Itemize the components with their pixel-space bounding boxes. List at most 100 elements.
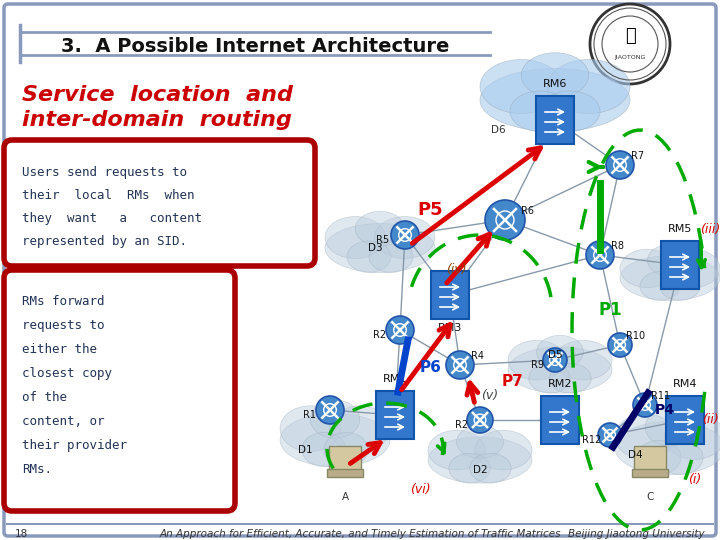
Text: requests to: requests to bbox=[22, 319, 104, 332]
Ellipse shape bbox=[325, 217, 385, 259]
Ellipse shape bbox=[280, 406, 341, 451]
Text: their provider: their provider bbox=[22, 439, 127, 452]
Ellipse shape bbox=[456, 426, 503, 458]
Ellipse shape bbox=[540, 91, 600, 132]
Text: An Approach for Efficient, Accurate, and Timely Estimation of Traffic Matrices: An Approach for Efficient, Accurate, and… bbox=[159, 529, 561, 539]
Text: 18: 18 bbox=[15, 529, 28, 539]
Circle shape bbox=[316, 396, 344, 424]
Text: R2: R2 bbox=[456, 420, 469, 430]
Text: R5: R5 bbox=[377, 235, 390, 245]
Text: R11: R11 bbox=[652, 391, 670, 401]
Text: Beijing Jiaotong University: Beijing Jiaotong University bbox=[568, 529, 705, 539]
Text: (i): (i) bbox=[688, 474, 701, 487]
Text: they  want   a   content: they want a content bbox=[22, 212, 202, 225]
Text: D4: D4 bbox=[628, 450, 642, 460]
Text: Users send requests to: Users send requests to bbox=[22, 166, 187, 179]
Text: inter-domain  routing: inter-domain routing bbox=[22, 110, 292, 130]
Ellipse shape bbox=[280, 414, 390, 467]
Ellipse shape bbox=[310, 400, 360, 438]
Text: D5: D5 bbox=[548, 350, 562, 360]
Ellipse shape bbox=[620, 255, 720, 300]
FancyBboxPatch shape bbox=[329, 446, 361, 470]
Ellipse shape bbox=[615, 414, 675, 460]
Ellipse shape bbox=[428, 430, 485, 470]
Ellipse shape bbox=[536, 335, 583, 368]
Text: P1: P1 bbox=[598, 301, 622, 319]
Ellipse shape bbox=[615, 421, 720, 475]
Ellipse shape bbox=[480, 59, 562, 113]
Ellipse shape bbox=[347, 241, 391, 273]
Text: R2: R2 bbox=[374, 330, 387, 340]
Text: (iv): (iv) bbox=[446, 264, 467, 276]
Text: 3.  A Possible Internet Architecture: 3. A Possible Internet Architecture bbox=[60, 37, 449, 56]
Ellipse shape bbox=[547, 59, 630, 113]
Circle shape bbox=[543, 348, 567, 372]
Text: P7: P7 bbox=[502, 375, 523, 389]
Text: D6: D6 bbox=[491, 125, 505, 135]
Circle shape bbox=[485, 200, 525, 240]
Ellipse shape bbox=[480, 69, 630, 132]
Ellipse shape bbox=[355, 211, 405, 246]
Circle shape bbox=[586, 241, 614, 269]
FancyBboxPatch shape bbox=[666, 396, 704, 444]
Text: R9: R9 bbox=[531, 360, 544, 370]
Text: R1: R1 bbox=[304, 410, 317, 420]
Text: D2: D2 bbox=[473, 465, 487, 475]
Ellipse shape bbox=[521, 53, 589, 98]
FancyBboxPatch shape bbox=[541, 396, 579, 444]
Ellipse shape bbox=[508, 347, 612, 393]
Circle shape bbox=[391, 221, 419, 249]
Circle shape bbox=[606, 151, 634, 179]
Ellipse shape bbox=[665, 414, 720, 460]
Text: A: A bbox=[341, 492, 348, 502]
Ellipse shape bbox=[449, 454, 490, 483]
Text: RM5: RM5 bbox=[668, 224, 692, 234]
Ellipse shape bbox=[330, 406, 390, 451]
FancyBboxPatch shape bbox=[4, 4, 716, 536]
Ellipse shape bbox=[302, 433, 346, 467]
Text: JIAOTONG: JIAOTONG bbox=[614, 56, 646, 60]
Circle shape bbox=[598, 423, 622, 447]
Text: C: C bbox=[647, 492, 654, 502]
Text: RMs forward: RMs forward bbox=[22, 295, 104, 308]
Text: (v): (v) bbox=[482, 388, 498, 402]
Ellipse shape bbox=[645, 408, 695, 446]
Circle shape bbox=[633, 393, 657, 417]
FancyBboxPatch shape bbox=[327, 469, 363, 477]
Text: Service  location  and: Service location and bbox=[22, 85, 293, 105]
Text: (ii): (ii) bbox=[701, 414, 719, 427]
Text: P6: P6 bbox=[420, 361, 442, 375]
Ellipse shape bbox=[620, 249, 675, 288]
Circle shape bbox=[608, 333, 632, 357]
FancyBboxPatch shape bbox=[4, 140, 315, 266]
Text: RM6: RM6 bbox=[543, 79, 567, 89]
Text: RM2: RM2 bbox=[548, 379, 572, 389]
Text: either the: either the bbox=[22, 343, 97, 356]
Text: RM4: RM4 bbox=[672, 379, 697, 389]
Circle shape bbox=[467, 407, 493, 433]
FancyBboxPatch shape bbox=[431, 271, 469, 319]
Ellipse shape bbox=[469, 454, 511, 483]
Text: R10: R10 bbox=[626, 331, 646, 341]
Ellipse shape bbox=[324, 433, 368, 467]
FancyBboxPatch shape bbox=[632, 469, 668, 477]
Text: (vi): (vi) bbox=[410, 483, 431, 496]
Ellipse shape bbox=[637, 441, 681, 475]
Circle shape bbox=[590, 4, 670, 84]
Ellipse shape bbox=[660, 272, 700, 300]
Text: R4: R4 bbox=[472, 351, 485, 361]
Text: of the: of the bbox=[22, 391, 67, 404]
Text: closest copy: closest copy bbox=[22, 367, 112, 380]
Text: RM1: RM1 bbox=[383, 374, 408, 384]
FancyBboxPatch shape bbox=[661, 241, 699, 289]
Text: R8: R8 bbox=[611, 241, 624, 251]
Ellipse shape bbox=[528, 363, 570, 393]
FancyBboxPatch shape bbox=[634, 446, 666, 470]
Ellipse shape bbox=[374, 217, 435, 259]
Ellipse shape bbox=[549, 363, 591, 393]
Ellipse shape bbox=[474, 430, 532, 470]
FancyBboxPatch shape bbox=[4, 270, 235, 511]
Circle shape bbox=[446, 351, 474, 379]
Text: content, or: content, or bbox=[22, 415, 104, 428]
Text: D3: D3 bbox=[368, 243, 382, 253]
